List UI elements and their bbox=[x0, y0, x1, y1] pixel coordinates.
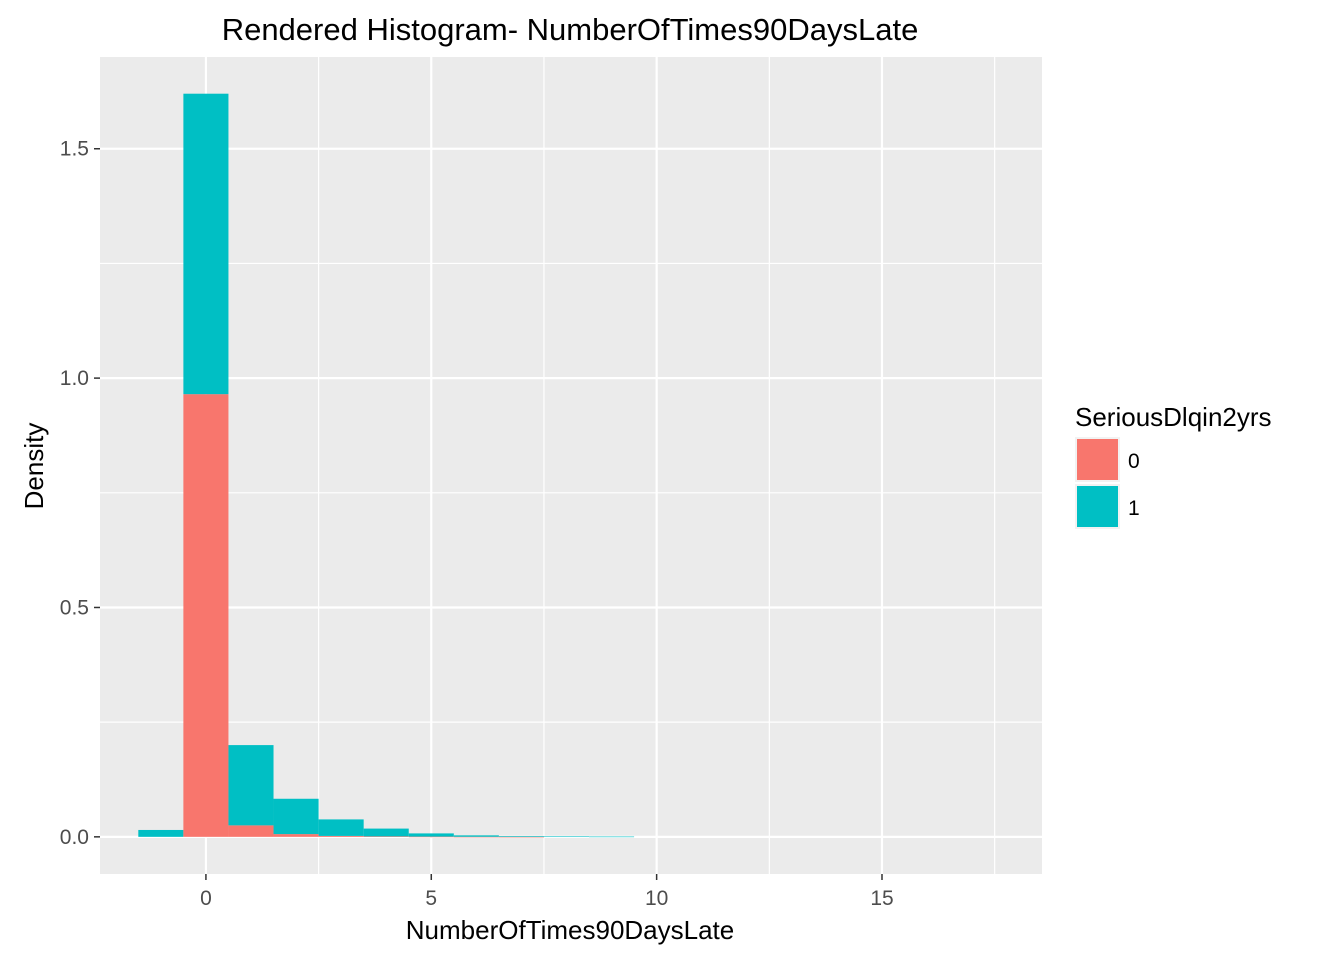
bar-series-1-bin-1 bbox=[228, 745, 274, 826]
x-tick-label: 15 bbox=[870, 887, 893, 910]
x-tick-label: 10 bbox=[645, 887, 668, 910]
axes: 0 5 10 15 0.0 0.5 1.0 1.5 bbox=[60, 138, 894, 910]
bar-series-0-bin-7 bbox=[498, 836, 544, 838]
legend-swatch-1 bbox=[1077, 486, 1118, 527]
x-tick-label: 0 bbox=[200, 887, 212, 910]
legend-swatch-0 bbox=[1077, 439, 1118, 480]
y-tick-label: 1.0 bbox=[60, 367, 89, 390]
bar-series-1-bin-9 bbox=[589, 836, 635, 838]
bar-series-0-bin-3 bbox=[318, 835, 364, 837]
bar-series-1-bin-7 bbox=[498, 836, 544, 837]
bar-series-1-bin--1 bbox=[138, 829, 184, 837]
y-tick-label: 0.5 bbox=[60, 596, 89, 619]
chart-title: Rendered Histogram- NumberOfTimes90DaysL… bbox=[222, 12, 919, 47]
bar-series-0-bin-0 bbox=[183, 394, 229, 837]
legend-items: 01 bbox=[1075, 437, 1140, 529]
legend-label-0: 0 bbox=[1128, 450, 1140, 473]
y-tick-label: 1.5 bbox=[60, 138, 89, 161]
bar-series-1-bin-8 bbox=[543, 836, 590, 838]
legend-title: SeriousDlqin2yrs bbox=[1075, 402, 1272, 432]
bar-series-1-bin-0 bbox=[183, 93, 229, 395]
bar-series-1-bin-4 bbox=[363, 828, 409, 837]
bar-series-0-bin-6 bbox=[453, 836, 499, 838]
histogram-bars bbox=[138, 93, 635, 838]
bar-series-1-bin-2 bbox=[273, 798, 319, 835]
bar-series-0-bin-5 bbox=[408, 836, 454, 838]
x-axis-title: NumberOfTimes90DaysLate bbox=[406, 915, 735, 945]
x-tick-label: 5 bbox=[425, 887, 437, 910]
legend-label-1: 1 bbox=[1128, 497, 1140, 520]
y-axis-title: Density bbox=[19, 423, 49, 510]
bar-series-1-bin-5 bbox=[408, 833, 454, 837]
plot-panel bbox=[100, 57, 1042, 874]
legend: SeriousDlqin2yrs 01 bbox=[1075, 402, 1272, 529]
bar-series-1-bin-6 bbox=[453, 835, 499, 837]
bar-series-0-bin-4 bbox=[363, 836, 409, 837]
y-tick-label: 0.0 bbox=[60, 826, 89, 849]
bar-series-0-bin-2 bbox=[273, 834, 319, 837]
bar-series-0-bin-1 bbox=[228, 825, 274, 837]
bar-series-1-bin-3 bbox=[318, 819, 364, 836]
